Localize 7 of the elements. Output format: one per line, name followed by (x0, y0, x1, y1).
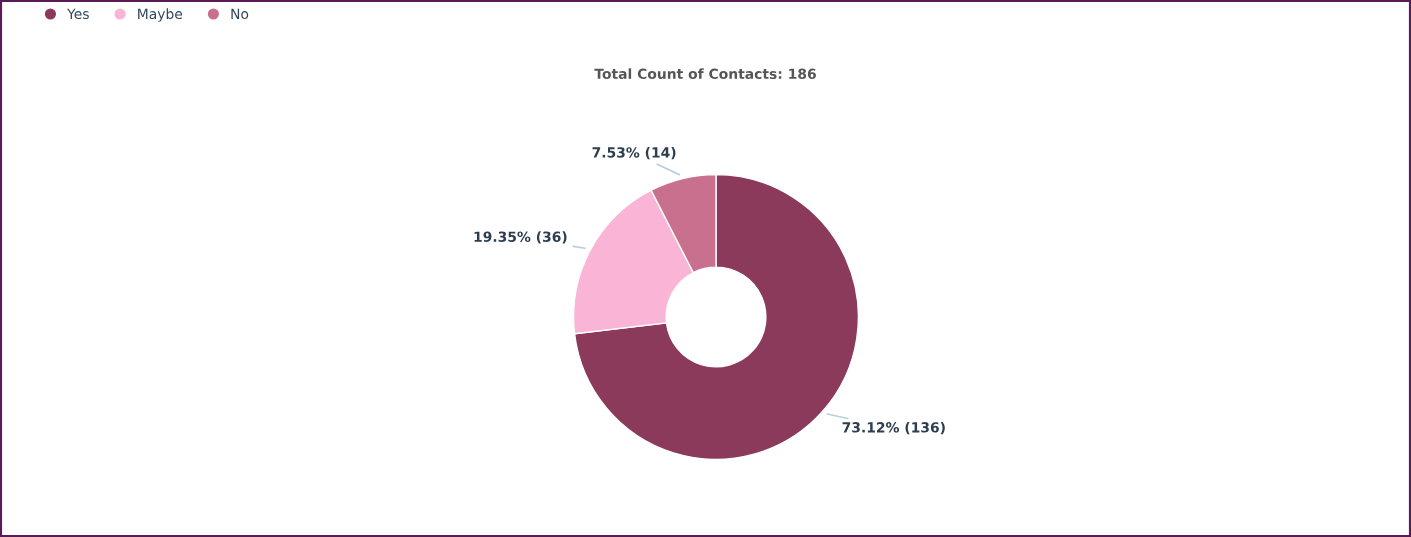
legend-label: Yes (67, 8, 89, 20)
legend-label: No (231, 8, 249, 20)
data-label: 73.12% (136) (842, 421, 945, 435)
text: Total Count of Contacts: 186 (594, 68, 816, 80)
data-label: 7.53% (14) (592, 146, 676, 160)
legend-label: Maybe (138, 8, 183, 22)
data-label: 19.35% (36) (474, 231, 567, 244)
